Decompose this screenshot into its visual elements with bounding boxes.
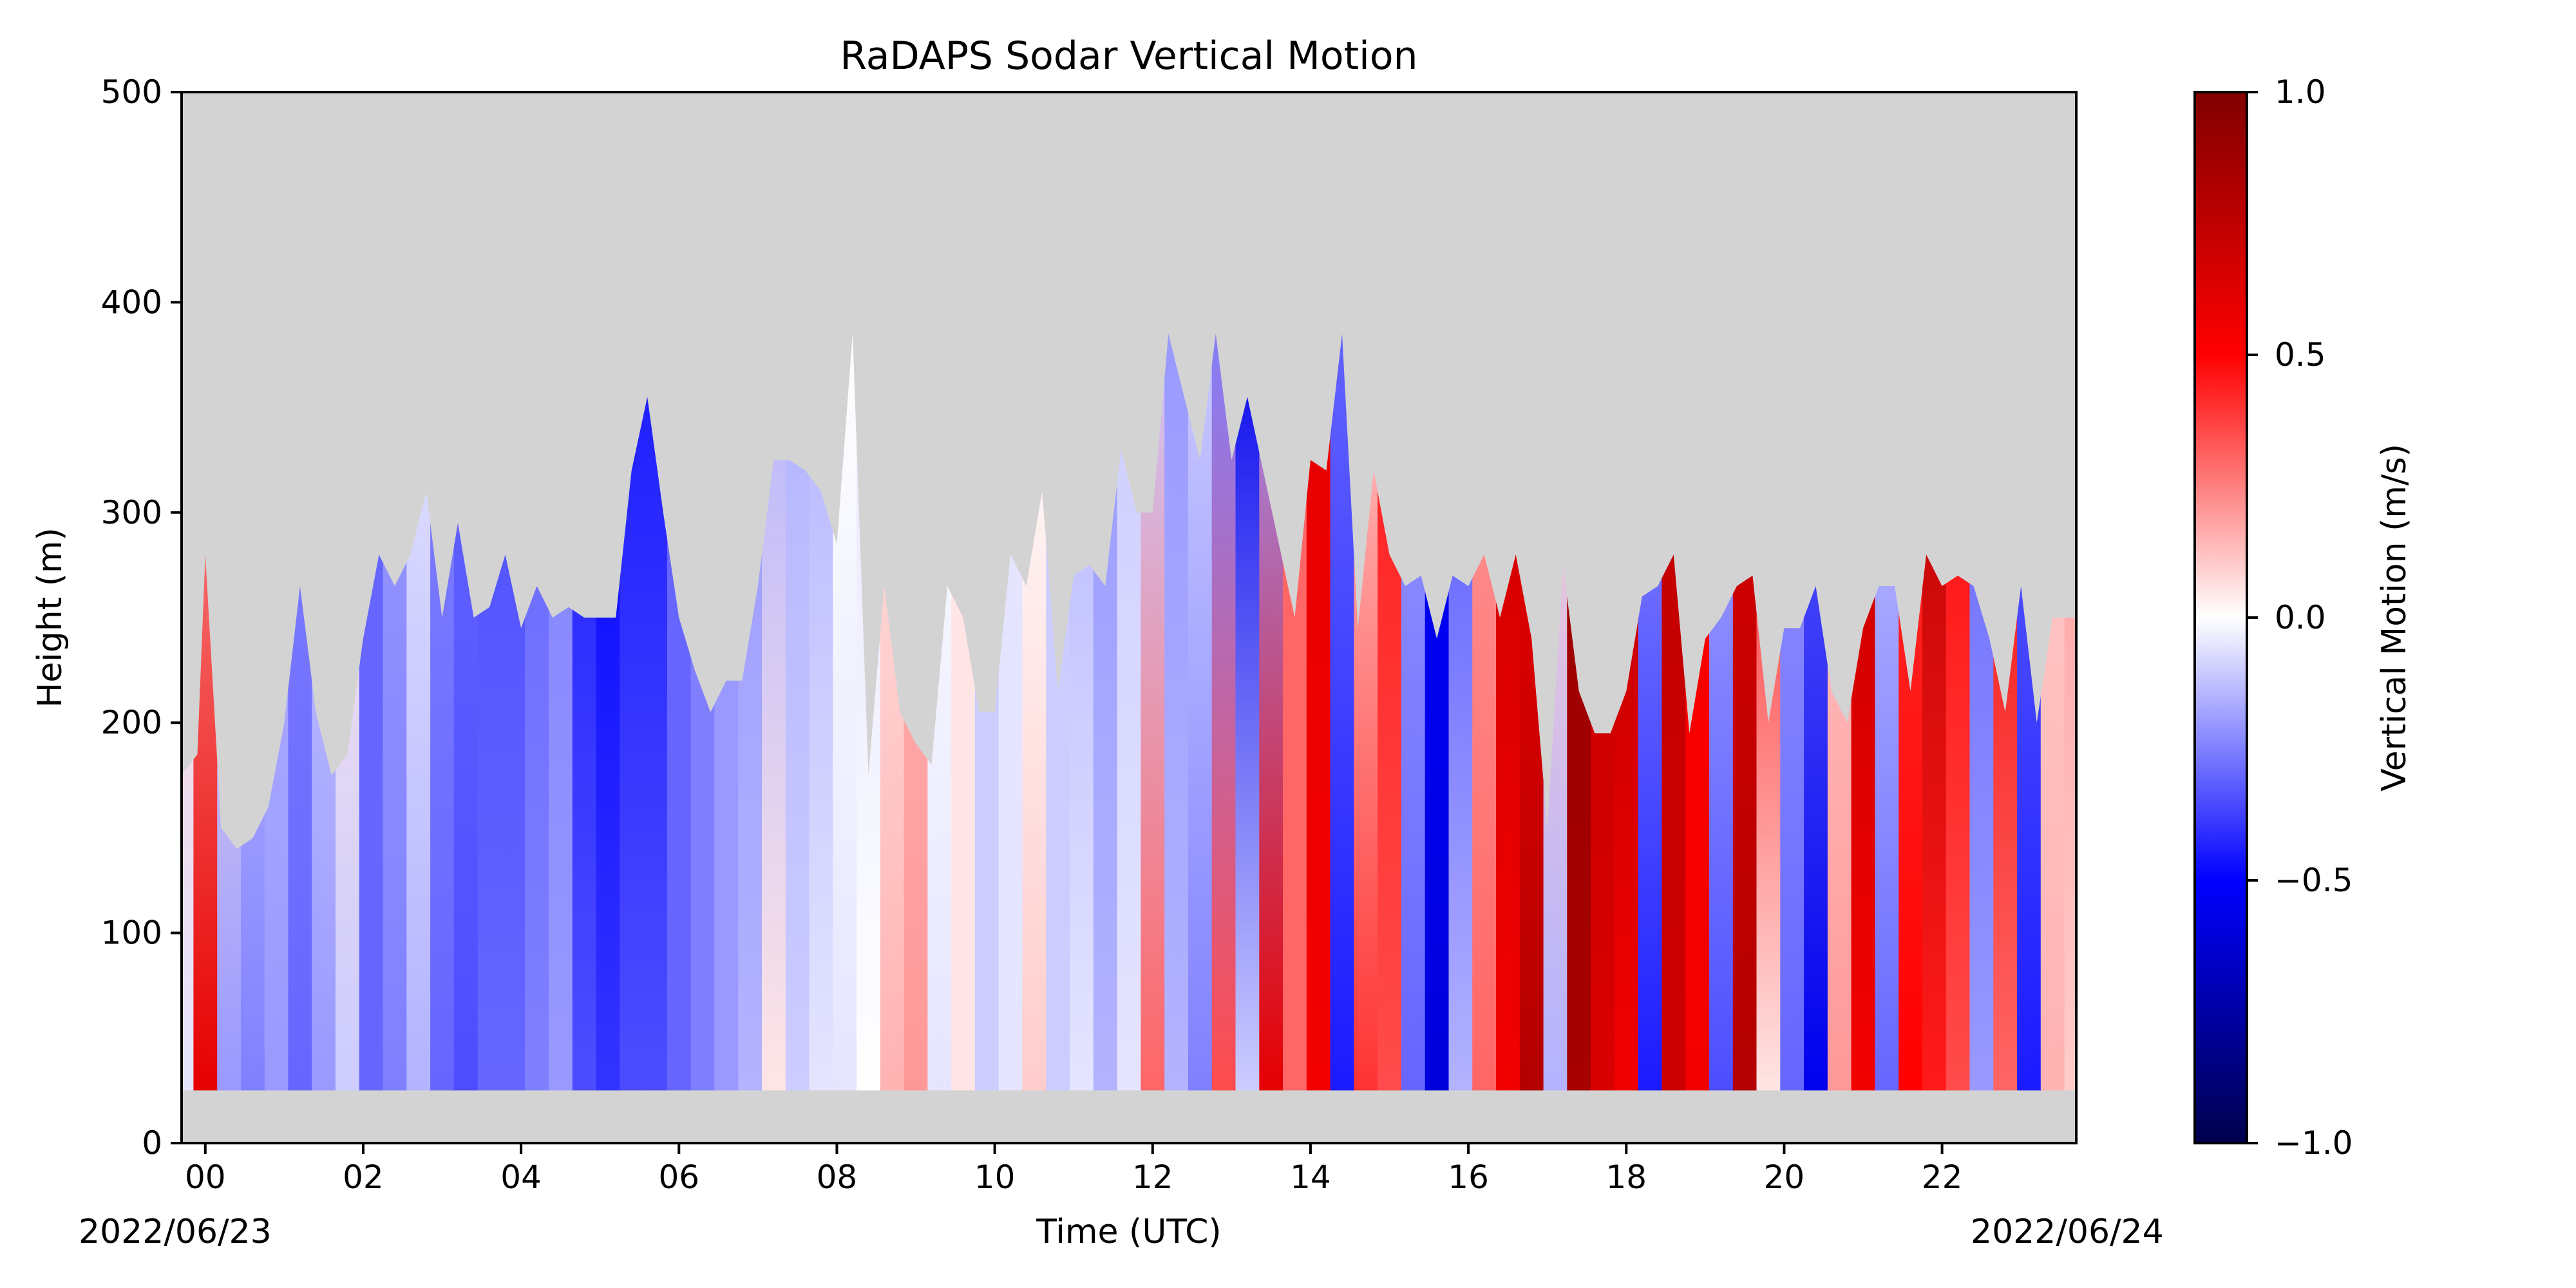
x-tick-label: 04 bbox=[500, 1159, 542, 1196]
x-tick-label: 06 bbox=[658, 1159, 699, 1196]
x-tick-label: 08 bbox=[817, 1159, 858, 1196]
colorbar-ticks: 1.0 0.5 0.0 −0.5 −1.0 bbox=[2247, 73, 2353, 1162]
field-column bbox=[1211, 334, 1236, 1091]
field-column bbox=[1188, 334, 1213, 1091]
x-axis: 00 02 04 06 08 10 12 14 16 18 20 22 bbox=[185, 1143, 1962, 1196]
x-tick-label: 00 bbox=[185, 1159, 226, 1196]
colorbar-tick-label: 0.5 bbox=[2275, 336, 2326, 374]
colorbar-tick-label: −1.0 bbox=[2275, 1124, 2353, 1162]
y-tick-label: 300 bbox=[101, 494, 162, 531]
field-column bbox=[1235, 334, 1260, 1091]
colorbar-tick-label: 0.0 bbox=[2275, 599, 2326, 636]
y-tick-label: 0 bbox=[142, 1124, 162, 1162]
y-tick-label: 100 bbox=[101, 914, 162, 952]
y-axis: 0 100 200 300 400 500 bbox=[101, 73, 182, 1162]
x-tick-label: 02 bbox=[343, 1159, 384, 1196]
colorbar-label: Vertical Motion (m/s) bbox=[2375, 444, 2414, 791]
colorbar-tick-label: 1.0 bbox=[2275, 73, 2326, 111]
colorbar bbox=[2193, 91, 2248, 1144]
chart-title: RaDAPS Sodar Vertical Motion bbox=[840, 33, 1417, 79]
y-tick-label: 200 bbox=[101, 704, 162, 741]
x-tick-label: 22 bbox=[1922, 1159, 1963, 1196]
x-tick-label: 10 bbox=[974, 1159, 1016, 1196]
x-axis-label: Time (UTC) bbox=[1036, 1213, 1221, 1251]
x-tick-label: 12 bbox=[1132, 1159, 1173, 1196]
y-tick-label: 400 bbox=[101, 283, 162, 321]
colorbar-tick-label: −0.5 bbox=[2275, 862, 2353, 899]
x-tick-label: 20 bbox=[1764, 1159, 1805, 1196]
end-date-label: 2022/06/24 bbox=[1971, 1213, 2164, 1251]
plot-frame bbox=[180, 91, 2078, 1144]
x-tick-label: 18 bbox=[1605, 1159, 1647, 1196]
y-axis-label: Height (m) bbox=[31, 527, 70, 708]
x-tick-label: 16 bbox=[1448, 1159, 1489, 1196]
y-tick-label: 500 bbox=[101, 73, 162, 111]
x-tick-label: 14 bbox=[1290, 1159, 1331, 1196]
start-date-label: 2022/06/23 bbox=[79, 1213, 272, 1251]
field-column bbox=[1164, 334, 1189, 1091]
